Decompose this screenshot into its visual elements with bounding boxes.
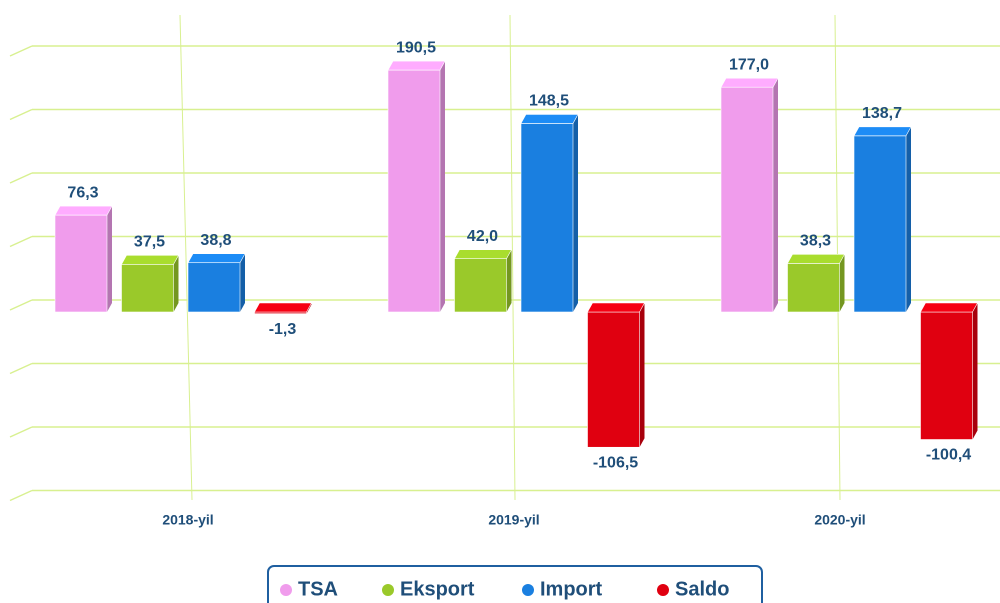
- x-tick-label: 2018-yil: [162, 512, 213, 528]
- bar-top: [387, 60, 446, 71]
- value-label: 76,3: [67, 184, 98, 201]
- legend-marker: [382, 584, 394, 596]
- x-tick-label: 2020-yil: [814, 512, 865, 528]
- bar: [54, 214, 108, 313]
- wall-line: [509, 14, 516, 501]
- bar: [720, 86, 774, 313]
- bar: [387, 69, 441, 313]
- bar-side: [107, 206, 112, 312]
- bar: [920, 311, 973, 440]
- bar-side: [639, 303, 645, 448]
- value-label: 42,0: [467, 228, 498, 245]
- value-label: -106,5: [593, 454, 638, 471]
- bar-side: [839, 254, 845, 312]
- grid-line-edge: [9, 299, 33, 311]
- bar-top: [120, 255, 180, 265]
- grid-line-edge: [9, 172, 33, 184]
- value-label: 148,5: [529, 93, 569, 110]
- bar-side: [506, 249, 512, 312]
- legend-marker: [280, 584, 292, 596]
- bar-top: [520, 114, 579, 124]
- bar-side: [440, 61, 445, 312]
- value-label: 38,3: [800, 233, 831, 250]
- bar-top: [253, 302, 313, 313]
- bar-side: [773, 78, 778, 313]
- bar: [121, 264, 174, 313]
- legend-marker: [657, 584, 669, 596]
- x-tick-label: 2019-yil: [488, 512, 539, 528]
- value-label: 138,7: [862, 105, 902, 122]
- grid-line-edge: [9, 426, 33, 438]
- grid-line-edge: [9, 235, 33, 248]
- value-label: 37,5: [134, 234, 165, 251]
- bar-side: [906, 126, 911, 312]
- bar: [520, 123, 574, 313]
- bar: [853, 135, 907, 313]
- bar: [187, 262, 241, 313]
- bar-top: [453, 249, 513, 259]
- bar: [454, 258, 507, 313]
- wall-line: [179, 14, 193, 501]
- legend-label: Import: [540, 578, 603, 600]
- value-label: -1,3: [269, 321, 297, 338]
- bar-top: [786, 254, 846, 264]
- grid-line-edge: [9, 489, 33, 502]
- bar-top: [586, 302, 646, 313]
- bar-top: [54, 205, 113, 216]
- grid-line-edge: [9, 45, 33, 57]
- value-label: -100,4: [926, 447, 971, 464]
- value-label: 190,5: [396, 39, 436, 56]
- legend-label: Eksport: [400, 578, 475, 600]
- grid-line-edge: [9, 108, 33, 121]
- bar-side: [573, 114, 578, 312]
- legend-label: TSA: [298, 578, 338, 600]
- bar-side: [173, 255, 179, 312]
- value-label: 38,8: [200, 232, 231, 249]
- grid-line-edge: [9, 362, 33, 375]
- bar: [787, 263, 840, 313]
- legend-marker: [522, 584, 534, 596]
- bar-side: [240, 253, 245, 312]
- legend-label: Saldo: [675, 578, 729, 600]
- bar: [587, 311, 640, 448]
- bar-top: [187, 253, 246, 264]
- bar-side: [972, 303, 978, 440]
- bar-top: [853, 126, 912, 137]
- bar-top: [720, 77, 779, 88]
- value-label: 177,0: [729, 56, 769, 73]
- bar-top: [919, 302, 979, 313]
